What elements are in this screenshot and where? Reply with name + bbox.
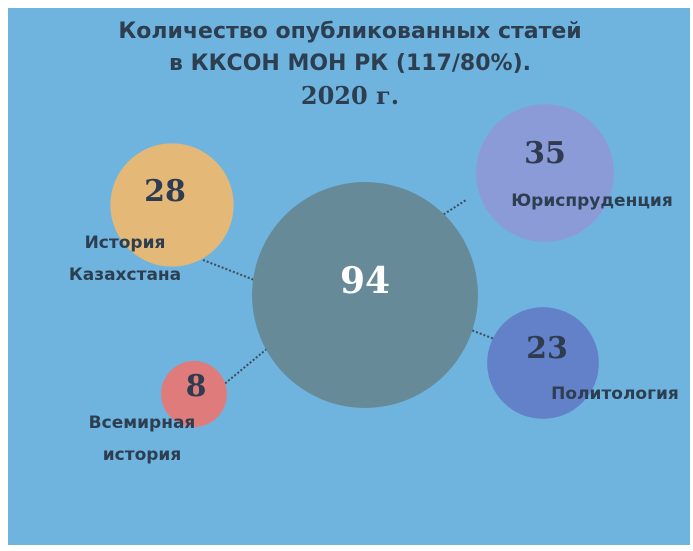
bubble [252,182,478,408]
bubble-value: 35 [524,136,566,171]
bubble-label: история [103,445,182,465]
title-line: в ККСОН МОН РК (117/80%). [169,51,531,76]
bubble [110,143,234,267]
bubble-value: 23 [526,331,568,366]
bubble [161,361,227,427]
connector [202,259,263,284]
title-line: 2020 г. [301,81,399,110]
bubble-value: 28 [144,174,186,209]
bubble-label: Политология [551,384,679,404]
bubble-value: 8 [186,369,207,404]
bubble-label: Казахстана [69,265,181,285]
bubble-label: Юриспруденция [511,191,673,211]
title-line: Количество опубликованных статей [118,19,581,44]
bubble-label: История [85,233,166,253]
bubble [476,104,614,242]
bubble-value: 94 [340,260,390,302]
bubble-label: Всемирная [89,413,196,433]
bubble [487,307,599,419]
